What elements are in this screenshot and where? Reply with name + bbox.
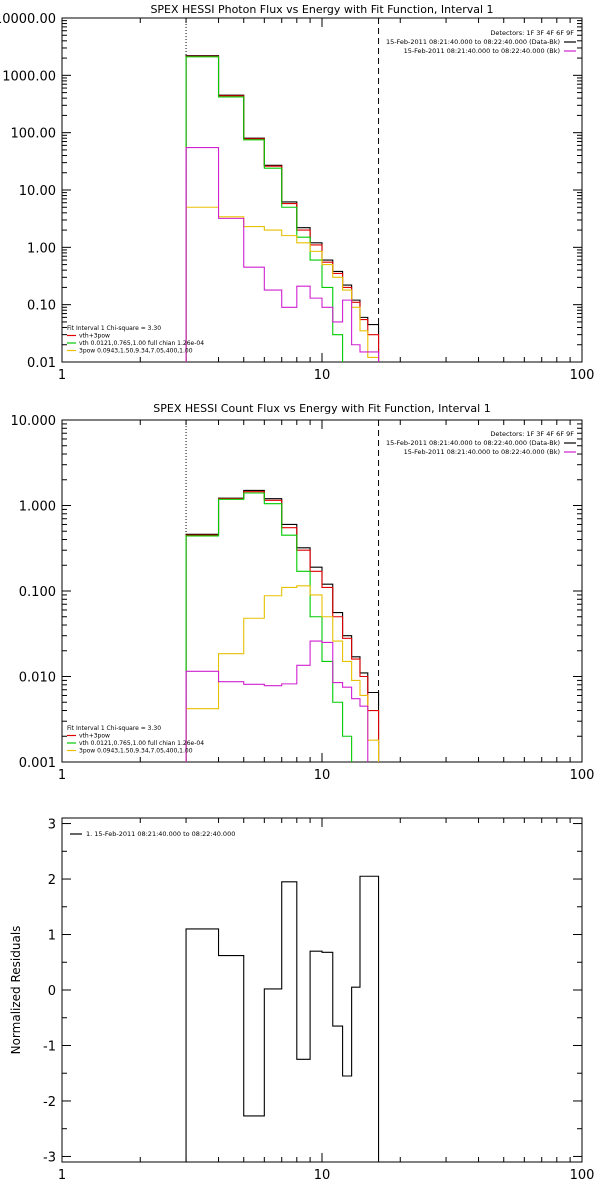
y-axis-label: Normalized Residuals bbox=[9, 926, 23, 1055]
chart-panel-1: SPEX HESSI Photon Flux vs Energy with Fi… bbox=[0, 3, 594, 383]
series-line-1 bbox=[185, 55, 380, 362]
series-line-1 bbox=[185, 875, 380, 1162]
y-tick-label: 0.001 bbox=[19, 756, 56, 771]
series-line-5 bbox=[185, 640, 369, 762]
x-tick-label: 1 bbox=[58, 368, 66, 383]
legend-entry: 15-Feb-2011 08:21:40.000 to 08:22:40.000… bbox=[386, 439, 560, 447]
x-tick-label: 10 bbox=[314, 1168, 331, 1183]
legend-entry: 15-Feb-2011 08:21:40.000 to 08:22:40.000… bbox=[386, 38, 560, 46]
legend-entry: 3pow 0.0943,1.50,9.34,7.05,400,1.00 bbox=[79, 748, 193, 755]
legend-entry: vth+3pow bbox=[79, 333, 110, 340]
y-tick-label: 0.100 bbox=[19, 585, 56, 600]
legend-entry: Detectors: 1F 3F 4F 6F 9F bbox=[490, 29, 574, 37]
y-tick-label: -1 bbox=[43, 1039, 56, 1054]
chart-panel-3: Normalized Residuals 1 10 100 -3 -2 -1 0 1 2 3 1. 1… bbox=[9, 817, 595, 1183]
y-tick-label: 1.000 bbox=[19, 500, 56, 515]
data-series-group bbox=[185, 875, 380, 1162]
y-tick-label: 10.00 bbox=[19, 184, 56, 199]
y-tick-label: 0.10 bbox=[27, 299, 56, 314]
y-tick-label: 2 bbox=[48, 873, 56, 888]
chart-title: SPEX HESSI Photon Flux vs Energy with Fi… bbox=[150, 3, 493, 16]
legend-entry: Fit Interval 1 Chi-square = 3.30 bbox=[67, 325, 161, 332]
legend-entry: Detectors: 1F 3F 4F 6F 9F bbox=[490, 430, 574, 438]
x-tick-label: 10 bbox=[314, 768, 331, 783]
series-line-5 bbox=[185, 147, 380, 362]
y-tick-label: 10000.00 bbox=[0, 12, 56, 27]
legend-entry: vth+3pow bbox=[79, 733, 110, 740]
plot-frame bbox=[61, 817, 583, 1163]
legend-entry: vth 0.0121,0.765,1.00 full chian 1.26e-0… bbox=[79, 340, 204, 347]
data-series-group bbox=[185, 55, 380, 362]
legend-entry: 1. 15-Feb-2011 08:21:40.000 to 08:22:40.… bbox=[86, 830, 235, 838]
y-tick-label: 0 bbox=[48, 984, 56, 999]
series-line-2 bbox=[185, 55, 380, 362]
x-tick-label: 1 bbox=[58, 768, 66, 783]
x-tick-label: 1 bbox=[58, 1168, 66, 1183]
y-tick-label: -3 bbox=[43, 1150, 56, 1165]
series-line-3 bbox=[185, 56, 344, 362]
y-tick-label: 0.010 bbox=[19, 671, 56, 686]
legend-entry: vth 0.0121,0.765,1.00 full chian 1.26e-0… bbox=[79, 740, 204, 747]
y-tick-label: 0.01 bbox=[27, 356, 56, 371]
chart-panel-2: SPEX HESSI Count Flux vs Energy with Fit… bbox=[11, 402, 595, 783]
series-line-4 bbox=[185, 206, 380, 362]
legend-entry: 15-Feb-2011 08:21:40.000 to 08:22:40.000… bbox=[404, 448, 560, 456]
plot-frame bbox=[61, 17, 583, 363]
y-tick-label: 1.00 bbox=[27, 241, 56, 256]
legend-entry: 3pow 0.0943,1.50,9.34,7.05,400,1.00 bbox=[79, 348, 193, 355]
y-tick-label: 1 bbox=[48, 929, 56, 944]
x-tick-label: 10 bbox=[314, 368, 331, 383]
legend-entry: Fit Interval 1 Chi-square = 3.30 bbox=[67, 725, 161, 732]
y-tick-label: 1000.00 bbox=[2, 69, 56, 84]
legend-entry: 15-Feb-2011 08:21:40.000 to 08:22:40.000… bbox=[404, 47, 560, 55]
y-tick-label: 3 bbox=[48, 818, 56, 833]
y-tick-label: -2 bbox=[43, 1095, 56, 1110]
chart-title: SPEX HESSI Count Flux vs Energy with Fit… bbox=[153, 402, 490, 415]
x-tick-label: 100 bbox=[570, 1168, 595, 1183]
y-tick-label: 10.000 bbox=[11, 414, 57, 429]
data-series-group bbox=[185, 489, 380, 762]
series-line-4 bbox=[185, 585, 380, 762]
x-tick-label: 100 bbox=[570, 768, 595, 783]
plot-frame bbox=[61, 419, 583, 763]
series-line-3 bbox=[185, 492, 353, 762]
y-tick-label: 100.00 bbox=[11, 127, 57, 142]
x-tick-label: 100 bbox=[570, 368, 595, 383]
